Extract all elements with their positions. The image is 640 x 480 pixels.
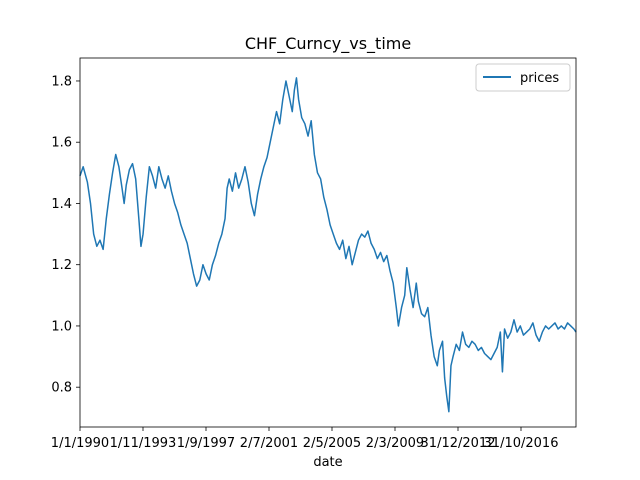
x-tick-label: 1/9/1997 [177,436,235,451]
x-tick-label: 31/12/2012 [421,436,496,451]
y-tick-label: 1.4 [51,197,72,212]
y-axis: 0.8 1.0 1.2 1.4 1.6 1.8 [51,74,80,396]
plot-area [79,58,577,427]
plot-background [80,58,576,427]
x-axis-label: date [313,455,342,470]
y-tick-label: 1.2 [51,258,72,273]
y-tick-label: 1.8 [51,74,72,89]
x-tick-label: 2/3/2009 [366,436,424,451]
plot-frame [79,57,577,428]
series-line-prices [79,77,577,413]
legend-box [475,63,571,92]
x-axis: 1/1/1990 1/11/1993 1/9/1997 2/7/2001 2/5/200… [51,427,559,451]
legend-label-prices: prices [520,71,559,86]
x-tick-label: 2/7/2001 [240,436,298,451]
y-tick-label: 0.8 [51,381,72,396]
legend: prices [475,63,571,92]
y-tick-label: 1.0 [51,319,72,334]
x-tick-label: 1/1/1990 [51,436,109,451]
x-tick-label: 31/10/2016 [484,436,559,451]
y-tick-label: 1.6 [51,136,72,151]
x-tick-label: 1/11/1993 [110,436,177,451]
x-tick-label: 2/5/2005 [303,436,361,451]
chart-title: CHF_Curncy_vs_time [245,34,411,54]
